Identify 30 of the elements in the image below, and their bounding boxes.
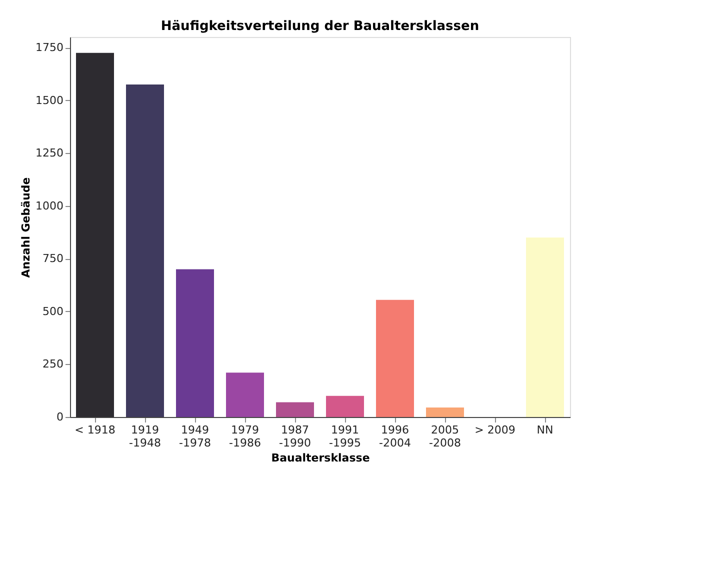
y-tick-label: 0 — [56, 410, 64, 424]
y-tick-label: 1250 — [36, 146, 64, 160]
bar — [526, 238, 564, 417]
bar — [426, 408, 464, 417]
x-axis-title: Baualtersklasse — [271, 452, 370, 464]
x-tick-label: 1996 -2004 — [379, 424, 411, 450]
x-tick-label: < 1918 — [74, 424, 116, 436]
y-tick-label: 250 — [42, 358, 64, 371]
x-tick-label: 1991 -1995 — [329, 424, 361, 450]
bar — [76, 52, 114, 417]
x-tick-label: 2005 -2008 — [429, 424, 461, 450]
bar — [376, 300, 414, 417]
x-tick-label: NN — [536, 424, 554, 436]
bar — [276, 402, 314, 417]
bar — [326, 396, 364, 417]
bar — [126, 84, 164, 417]
x-tick-label: 1987 -1990 — [279, 424, 311, 450]
chart-title: Häufigkeitsverteilung der Baualtersklassen — [160, 19, 480, 34]
y-tick-label: 500 — [42, 304, 64, 318]
y-tick-label: 1000 — [36, 199, 64, 212]
bar — [226, 372, 264, 417]
x-tick-label: 1919 -1948 — [129, 424, 161, 450]
x-tick-label: 1979 -1986 — [229, 424, 261, 450]
y-tick-label: 1750 — [36, 41, 64, 54]
x-tick-label: > 2009 — [474, 424, 516, 436]
y-axis-title: Anzahl Gebäude — [20, 177, 33, 278]
y-tick-label: 1500 — [36, 94, 64, 107]
y-tick-label: 750 — [42, 252, 64, 266]
x-tick-label: 1949 -1978 — [179, 424, 211, 450]
bar — [176, 269, 214, 417]
